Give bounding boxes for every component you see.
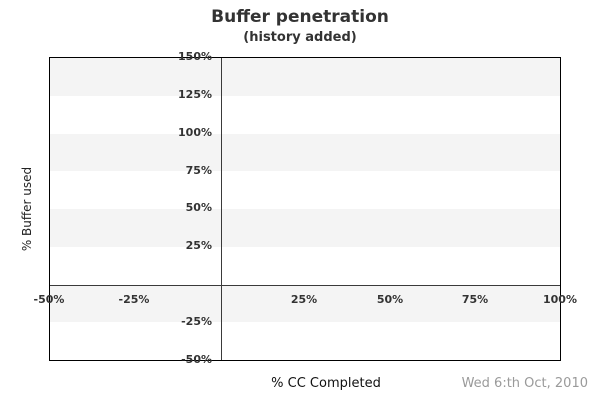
plot-band [50,322,560,360]
plot-band [50,133,560,172]
x-tick-neg25: -25% [118,293,150,306]
y-tick-125: 125% [178,88,212,101]
plot-band [50,58,560,96]
y-tick-25: 25% [185,239,212,252]
y-axis-title: % Buffer used [20,166,34,252]
y-tick-75: 75% [185,164,212,177]
plot-band [50,95,560,134]
x-tick-neg50: -50% [33,293,65,306]
y-tick-neg25: -25% [181,315,212,328]
x-tick-25: 25% [290,293,318,306]
y-tick-150: 150% [178,50,212,63]
chart-subtitle: (history added) [243,30,357,45]
x-tick-50: 50% [376,293,404,306]
plot-band [50,209,560,247]
x-tick-75: 75% [461,293,489,306]
plot-band [50,171,560,209]
y-tick-50: 50% [185,201,212,214]
date-stamp: Wed 6:th Oct, 2010 [461,376,588,391]
x-axis-title: % CC Completed [271,376,381,391]
plot-area [49,57,561,361]
y-tick-100: 100% [178,126,212,139]
plot-band [50,284,560,323]
x-zero-axis-line [221,58,222,360]
x-tick-100: 100% [543,293,577,306]
y-tick-neg50: -50% [181,353,212,366]
chart-title: Buffer penetration [211,7,389,27]
plot-band [50,246,560,285]
y-zero-axis-line [50,285,560,286]
